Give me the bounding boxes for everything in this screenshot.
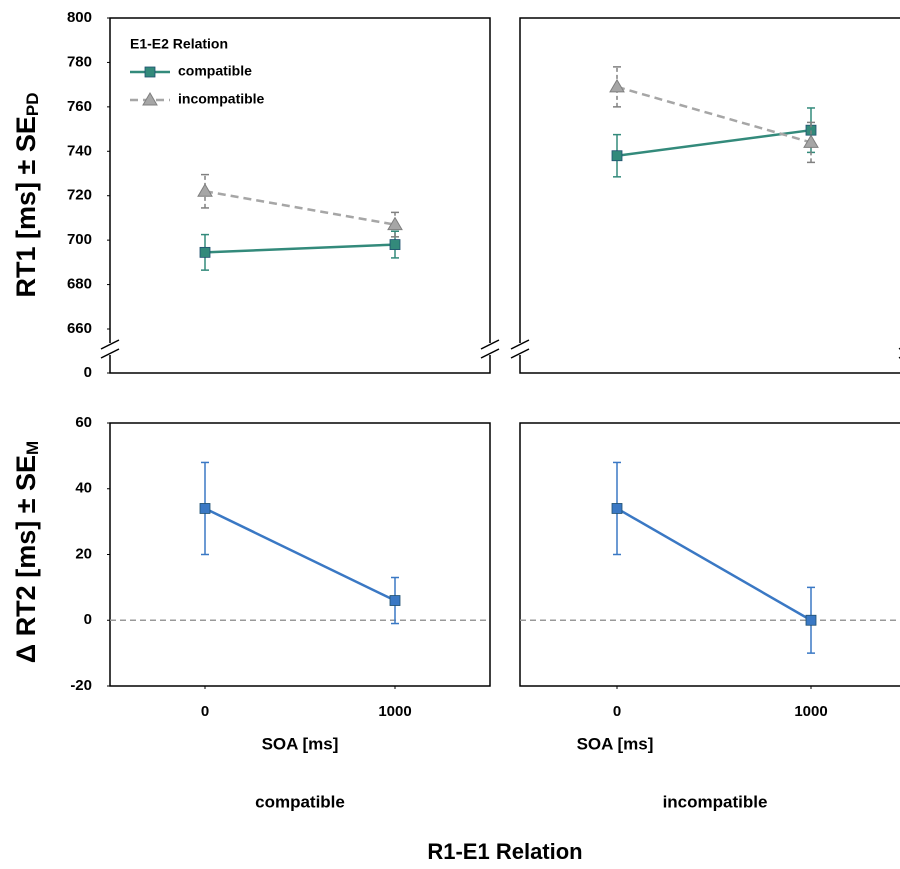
x-axis-label: SOA [ms] [577, 734, 654, 753]
y-tick-label: 0 [84, 364, 92, 381]
marker [803, 134, 819, 148]
error-bar [391, 211, 399, 238]
error-bar [613, 66, 621, 108]
series-line [204, 507, 396, 602]
y-tick-label: 740 [67, 142, 92, 159]
y-axis-label-sub: M [23, 441, 42, 455]
axis-break-gap [487, 343, 493, 355]
marker [389, 595, 401, 606]
x-tick-label: 0 [201, 703, 209, 720]
axis-break [100, 348, 120, 359]
marker [389, 239, 401, 250]
axis-break-gap [107, 343, 113, 355]
marker [197, 183, 213, 197]
y-axis-label-main: RT1 [ms] ± SE [11, 116, 41, 297]
marker [199, 246, 211, 258]
y-tick-label: 700 [67, 231, 92, 248]
legend-label: incompatible [178, 91, 265, 107]
axis-break [100, 339, 120, 350]
y-axis-label-main: Δ RT2 [ms] ± SE [11, 455, 41, 663]
group-label: R1-E1 Relation [427, 839, 582, 864]
column-label: compatible [255, 792, 345, 811]
marker [805, 614, 817, 626]
y-tick-label: 0 [84, 611, 92, 628]
x-tick-label: 1000 [378, 703, 411, 720]
series-line [204, 190, 396, 226]
y-tick-label: 20 [75, 545, 92, 562]
x-tick-label: 1000 [794, 703, 827, 720]
y-tick-label: 760 [67, 98, 92, 115]
axis-break-gap [517, 343, 523, 355]
y-tick-label: 40 [75, 480, 92, 497]
y-tick-label: -20 [70, 677, 92, 694]
series-line [616, 507, 812, 622]
y-tick-label: 60 [75, 414, 92, 431]
panel-frame [519, 17, 900, 374]
y-axis-label: Δ RT2 [ms] ± SEM [11, 441, 42, 663]
marker [611, 150, 623, 162]
marker [387, 216, 403, 231]
y-tick-label: 780 [67, 53, 92, 70]
axis-break [510, 348, 530, 359]
marker [609, 78, 625, 93]
y-tick-label: 720 [67, 187, 92, 204]
legend-label: compatible [178, 63, 252, 79]
legend-title: E1-E2 Relation [130, 36, 228, 52]
y-tick-label: 660 [67, 320, 92, 337]
marker [611, 503, 623, 514]
panel-frame [519, 422, 900, 687]
axis-break [480, 339, 500, 350]
series-line [616, 128, 812, 157]
y-axis-label: RT1 [ms] ± SEPD [11, 93, 42, 298]
legend-swatch [144, 66, 156, 78]
axis-break [510, 339, 530, 350]
column-label: incompatible [663, 792, 768, 811]
axis-break [480, 348, 500, 359]
marker [199, 503, 211, 514]
x-tick-label: 0 [613, 703, 621, 720]
y-axis-label-sub: PD [23, 93, 42, 117]
legend-swatch [142, 92, 158, 106]
y-tick-label: 680 [67, 276, 92, 293]
x-axis-label: SOA [ms] [262, 734, 339, 753]
error-bar [807, 121, 815, 164]
series-line [204, 243, 396, 254]
y-tick-label: 800 [67, 9, 92, 26]
series-line [616, 85, 812, 144]
